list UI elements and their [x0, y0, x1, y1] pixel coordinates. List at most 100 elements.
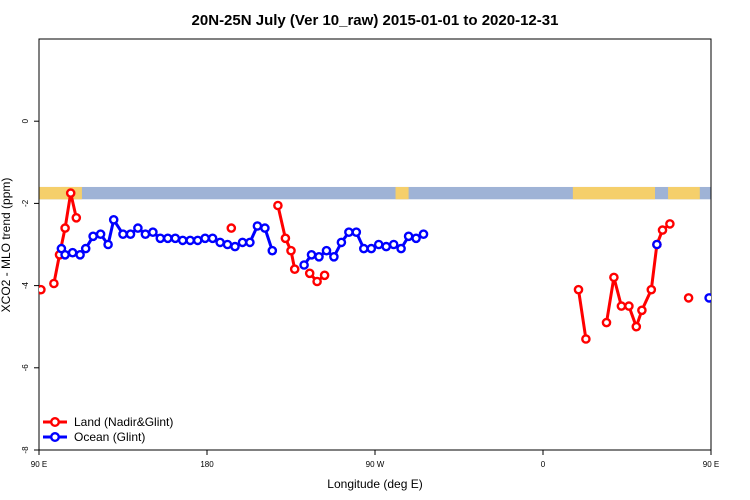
- map-land-patch: [395, 186, 409, 200]
- data-point: [304, 268, 315, 279]
- data-point: [373, 239, 384, 250]
- data-point: [381, 241, 392, 252]
- y-axis-label: XCO2 - MLO trend (ppm): [0, 178, 13, 313]
- data-point: [108, 214, 119, 225]
- data-point: [319, 270, 330, 281]
- data-point: [388, 239, 399, 250]
- data-point: [728, 274, 735, 281]
- data-point: [260, 223, 270, 233]
- data-point: [289, 264, 300, 275]
- data-point: [351, 227, 362, 237]
- series-line: [577, 289, 588, 340]
- data-point: [125, 229, 136, 239]
- x-tick-label: 90 E: [703, 460, 719, 469]
- data-point: [581, 334, 591, 344]
- data-point: [95, 229, 106, 239]
- data-point: [273, 200, 283, 211]
- data-point: [366, 243, 377, 254]
- data-point: [215, 237, 225, 248]
- data-point: [49, 278, 59, 289]
- data-point: [71, 212, 82, 223]
- x-tick-label: 90 E: [31, 460, 47, 469]
- y-tick-label: -8: [21, 446, 30, 454]
- data-point: [237, 237, 248, 248]
- data-point: [704, 293, 711, 303]
- legend-marker-land: [50, 417, 61, 428]
- data-point: [314, 251, 324, 262]
- data-point: [321, 245, 332, 256]
- y-tick-label: -2: [21, 199, 30, 207]
- data-point: [657, 225, 668, 235]
- y-tick-label: -4: [21, 281, 30, 289]
- data-point: [177, 235, 188, 246]
- x-tick-label: 180: [200, 460, 214, 469]
- data-point: [329, 251, 339, 262]
- data-point: [75, 249, 85, 260]
- data-point: [222, 239, 233, 250]
- data-point: [396, 243, 406, 254]
- x-tick-label: 90 W: [366, 460, 385, 469]
- y-tick-label: -6: [21, 364, 30, 372]
- data-point: [230, 241, 240, 252]
- data-point: [267, 245, 278, 256]
- data-point: [252, 221, 263, 231]
- data-point: [60, 249, 70, 260]
- data-point: [200, 233, 210, 244]
- data-point: [88, 231, 98, 242]
- series-line: [605, 222, 671, 329]
- data-point: [735, 342, 742, 349]
- data-point: [118, 229, 128, 239]
- data-point: [735, 292, 742, 299]
- legend: Land (Nadir&Glint) Ocean (Glint): [43, 415, 173, 444]
- data-point: [280, 233, 291, 244]
- data-point: [245, 237, 255, 248]
- data-point: [721, 278, 728, 285]
- map-land-patch: [735, 187, 750, 199]
- map-ocean-band: [39, 186, 711, 200]
- data-point: [67, 247, 78, 258]
- data-point: [616, 301, 627, 311]
- data-point: [637, 305, 647, 316]
- data-point: [192, 235, 203, 246]
- data-point: [148, 227, 158, 237]
- data-point: [403, 231, 414, 242]
- data-point: [80, 243, 91, 254]
- chart-title: 20N-25N July (Ver 10_raw) 2015-01-01 to …: [192, 12, 559, 29]
- x-axis: 90 E 180 90 W 0 90 E: [31, 450, 719, 469]
- data-point: [170, 233, 181, 244]
- y-axis: 0 -2 -4 -6 -8: [21, 118, 39, 454]
- data-point: [665, 219, 675, 229]
- data-point: [624, 301, 634, 311]
- data-point: [286, 245, 296, 256]
- data-point: [162, 233, 173, 244]
- data-point: [39, 284, 46, 295]
- data-point: [133, 223, 143, 233]
- data-point: [411, 233, 421, 244]
- data-point: [140, 229, 151, 239]
- series-line: [717, 277, 745, 345]
- series-line: [276, 205, 297, 270]
- data-point: [306, 249, 317, 260]
- data-point: [60, 223, 70, 233]
- legend-label-ocean: Ocean (Glint): [74, 430, 145, 444]
- legend-marker-ocean: [50, 432, 61, 443]
- data-point: [226, 223, 237, 233]
- y-tick-label: 0: [21, 118, 30, 123]
- data-point: [609, 272, 619, 283]
- series-ocean: [56, 214, 742, 303]
- map-land-patch: [668, 186, 700, 200]
- data-point: [418, 229, 429, 239]
- data-point: [646, 284, 657, 295]
- data-point: [601, 317, 612, 328]
- map-land-patch: [572, 186, 655, 200]
- data-point: [207, 233, 218, 244]
- data-point: [683, 293, 694, 303]
- x-tick-label: 0: [541, 460, 546, 469]
- data-point: [336, 237, 347, 248]
- x-axis-label: Longitude (deg E): [327, 477, 422, 491]
- series-line: [52, 191, 78, 284]
- data-point: [741, 286, 748, 293]
- data-point: [185, 235, 195, 246]
- data-point: [652, 239, 662, 250]
